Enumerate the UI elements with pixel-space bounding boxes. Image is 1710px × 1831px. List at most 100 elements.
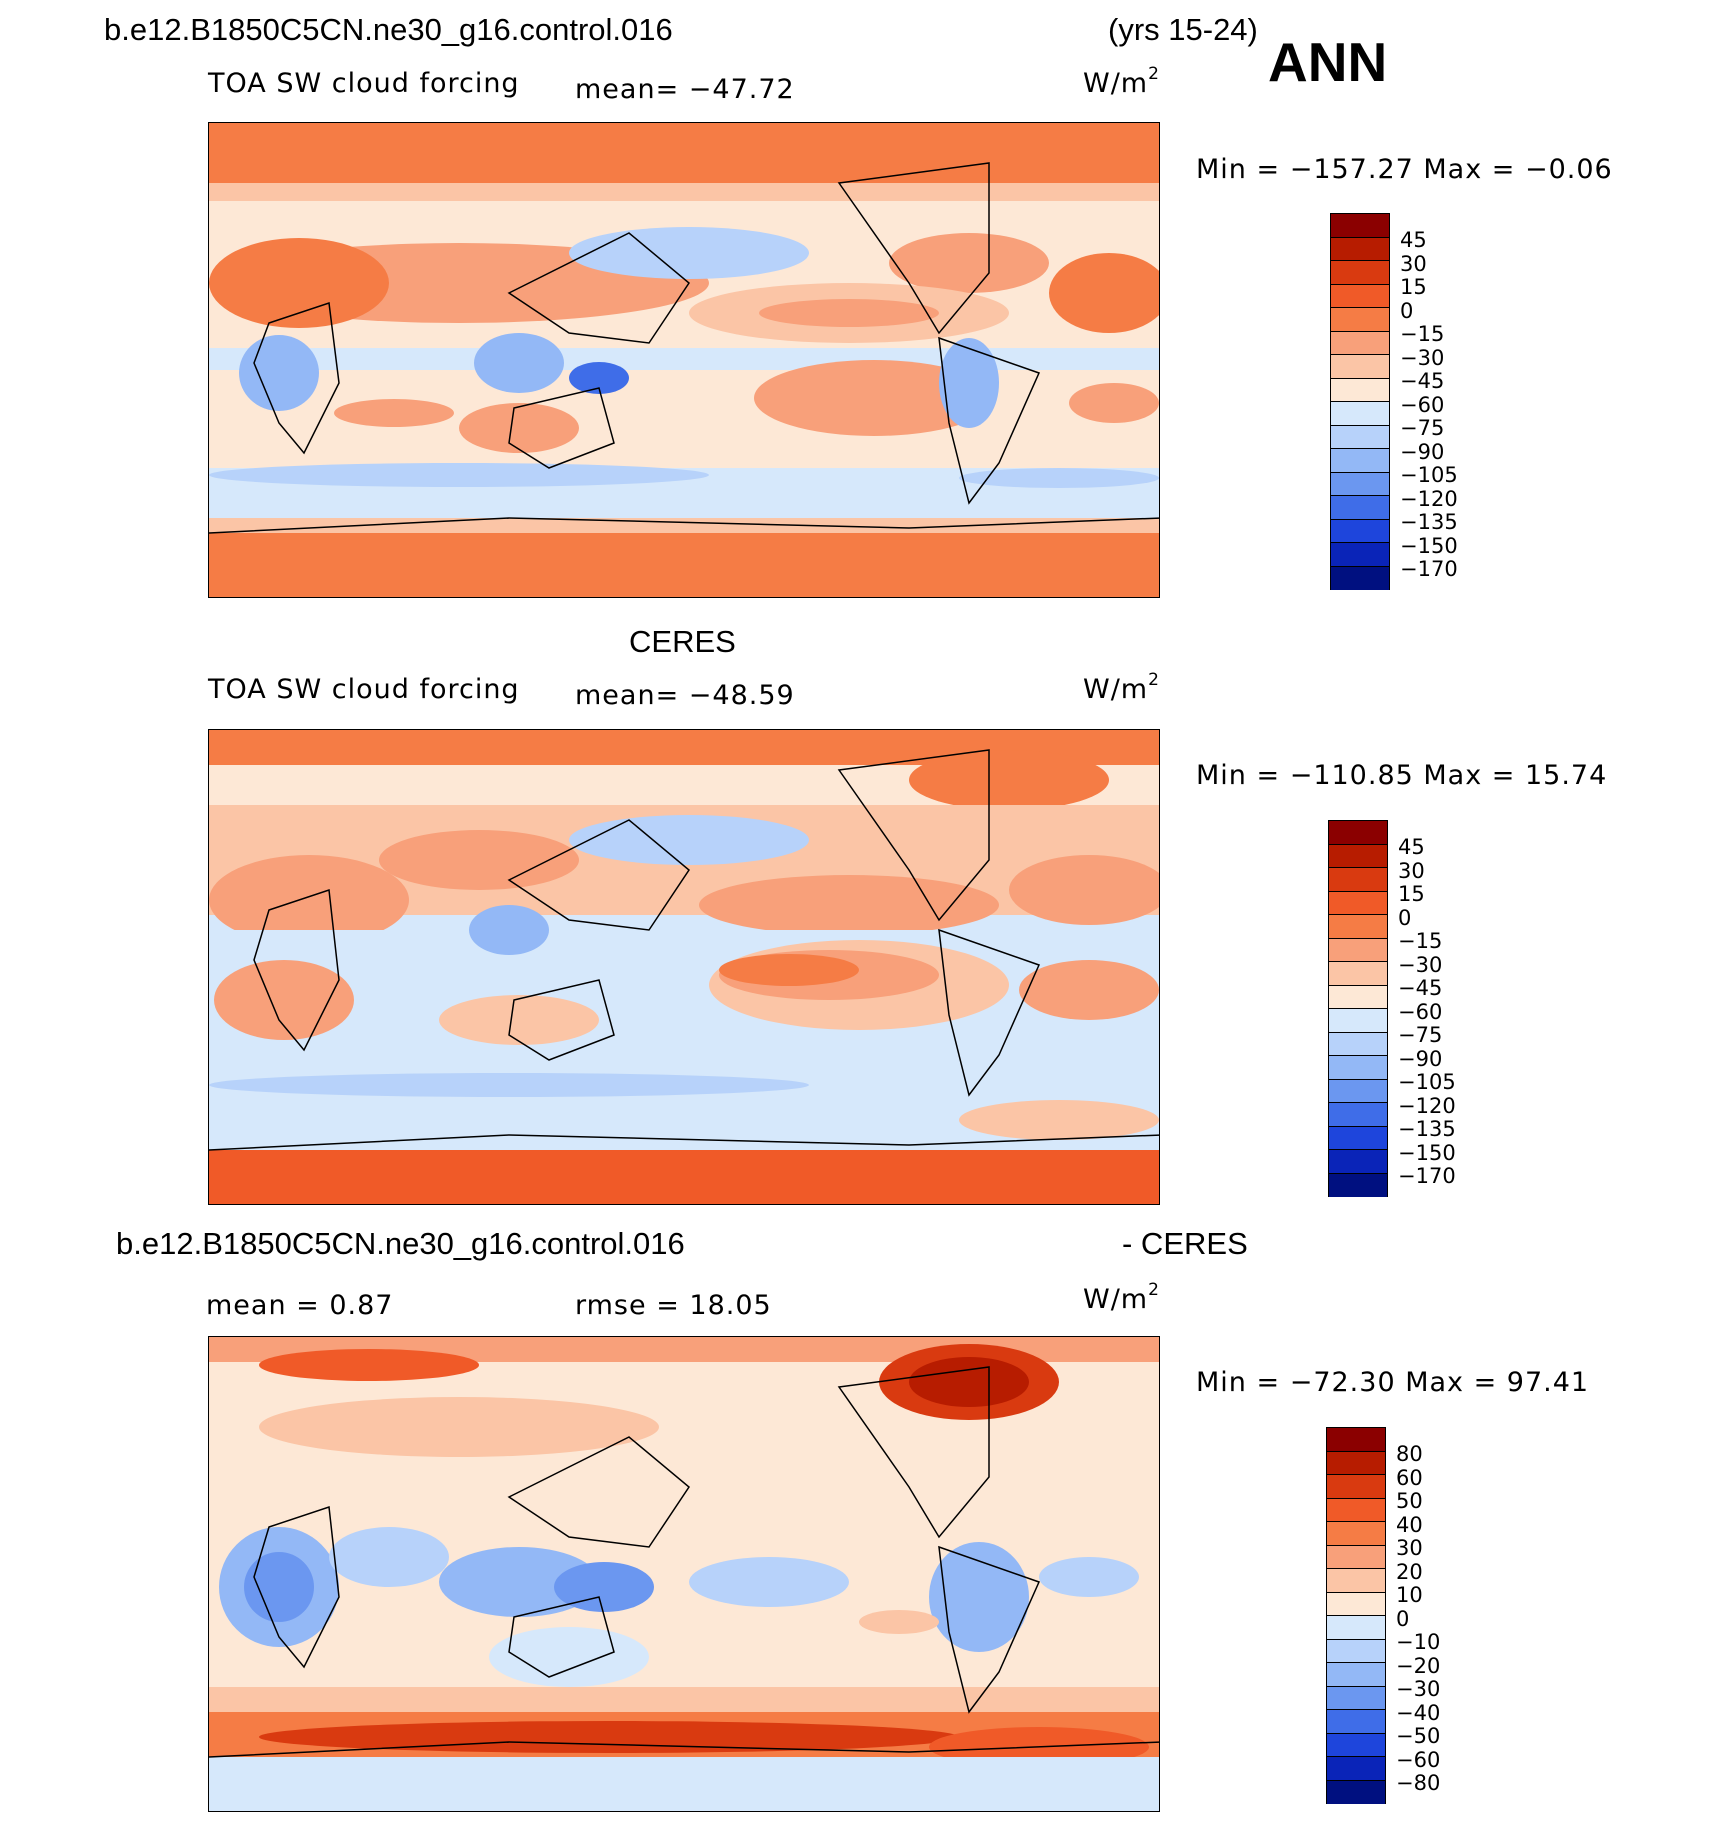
colorbar-tick: −90 [1400,440,1445,464]
panel-mean: mean= −48.59 [575,680,795,711]
panel-min-max: Min = −72.30 Max = 97.41 [1196,1367,1590,1398]
colorbar-tick: 80 [1396,1442,1423,1466]
colorbar-tick: 20 [1396,1560,1423,1584]
colorbar-swatch [1327,1592,1385,1616]
colorbar-swatch [1329,891,1387,915]
map-field [209,1337,1159,1811]
colorbar-tick: −20 [1396,1654,1441,1678]
colorbar-swatch [1327,1616,1385,1640]
colorbar-swatch [1329,1056,1387,1080]
colorbar-tick: 15 [1398,882,1425,906]
map-model [208,122,1160,598]
colorbar-tick: −135 [1398,1117,1456,1141]
colorbar-swatch [1327,1663,1385,1687]
colorbar-swatch [1329,915,1387,939]
colorbar-swatch [1329,868,1387,892]
colorbar-swatch [1329,1032,1387,1056]
colorbar-swatch [1329,821,1387,845]
panel-variable: TOA SW cloud forcing [208,68,520,99]
colorbar-swatch [1327,1451,1385,1475]
colorbar-tick: −75 [1398,1023,1443,1047]
colorbar-swatch [1329,938,1387,962]
figure-title-case: b.e12.B1850C5CN.ne30_g16.control.016 [104,12,673,47]
colorbar-tick: 15 [1400,275,1427,299]
colorbar-swatch [1327,1475,1385,1499]
colorbar-tick: −135 [1400,510,1458,534]
colorbar-swatch [1327,1780,1385,1804]
colorbar-tick: −150 [1400,534,1458,558]
colorbar-tick: 30 [1398,859,1425,883]
colorbar-swatch [1327,1545,1385,1569]
colorbar-swatch [1331,237,1389,261]
colorbar-swatches [1328,820,1388,1197]
colorbar-tick: −120 [1400,487,1458,511]
colorbar-tick: 45 [1398,835,1425,859]
panel-header-suffix: - CERES [1122,1226,1248,1261]
colorbar-swatch [1331,402,1389,426]
map-difference [208,1336,1160,1812]
colorbar-swatch [1329,844,1387,868]
colorbar-tick: 0 [1398,906,1412,930]
colorbar-tick: 10 [1396,1583,1423,1607]
map-ceres [208,729,1160,1205]
colorbar-swatch [1327,1498,1385,1522]
panel-header: CERES [629,624,736,659]
colorbar-swatches [1326,1427,1386,1804]
colorbar-tick: −60 [1396,1748,1441,1772]
colorbar-tick: −30 [1398,953,1443,977]
colorbar-swatch [1331,496,1389,520]
colorbar-tick: −80 [1396,1771,1441,1795]
colorbar-tick: −170 [1398,1164,1456,1188]
colorbar-tick: −40 [1396,1701,1441,1725]
colorbar-tick: −50 [1396,1724,1441,1748]
colorbar-tick: 0 [1400,299,1414,323]
colorbar-swatch [1331,425,1389,449]
colorbar-swatch [1327,1522,1385,1546]
map-field [209,730,1159,1204]
colorbar-tick: −15 [1398,929,1443,953]
colorbar-tick: 50 [1396,1489,1423,1513]
colorbar-tick: −60 [1398,1000,1443,1024]
colorbar-swatch [1329,1079,1387,1103]
colorbar-tick: −105 [1398,1070,1456,1094]
colorbar-tick: −75 [1400,416,1445,440]
panel-variable: TOA SW cloud forcing [208,674,520,705]
colorbar-swatch [1331,378,1389,402]
colorbar-tick: −170 [1400,557,1458,581]
colorbar-swatch [1329,1150,1387,1174]
colorbar-tick: −10 [1396,1630,1441,1654]
colorbar-tick: −30 [1396,1677,1441,1701]
colorbar-swatch [1331,519,1389,543]
season-label: ANN [1268,31,1388,93]
colorbar-tick: 30 [1400,252,1427,276]
panel-min-max: Min = −157.27 Max = −0.06 [1196,154,1613,185]
colorbar-swatch [1329,1009,1387,1033]
colorbar-tick: −15 [1400,322,1445,346]
colorbar-swatch [1331,449,1389,473]
colorbar-tick: −30 [1400,346,1445,370]
colorbar-tick: −45 [1398,976,1443,1000]
colorbar-swatch [1327,1639,1385,1663]
colorbar-swatch [1329,962,1387,986]
colorbar-tick: 60 [1396,1466,1423,1490]
colorbar-swatch [1327,1733,1385,1757]
colorbar-swatch [1331,331,1389,355]
colorbar-swatch [1331,284,1389,308]
colorbar-swatches [1330,213,1390,590]
figure-title-years: (yrs 15-24) [1108,12,1258,47]
colorbar-swatch [1327,1428,1385,1452]
colorbar-tick: −120 [1398,1094,1456,1118]
colorbar-swatch [1331,543,1389,567]
colorbar-swatch [1327,1686,1385,1710]
colorbar-tick: −105 [1400,463,1458,487]
colorbar-swatch [1327,1757,1385,1781]
panel-rmse: rmse = 18.05 [575,1290,772,1321]
colorbar-tick: −90 [1398,1047,1443,1071]
colorbar-tick: 40 [1396,1513,1423,1537]
panel-min-max: Min = −110.85 Max = 15.74 [1196,760,1608,791]
panel-header: b.e12.B1850C5CN.ne30_g16.control.016 [116,1226,685,1261]
colorbar-swatch [1329,1126,1387,1150]
colorbar-tick: −45 [1400,369,1445,393]
colorbar-tick: 0 [1396,1607,1410,1631]
colorbar-swatch [1331,566,1389,590]
